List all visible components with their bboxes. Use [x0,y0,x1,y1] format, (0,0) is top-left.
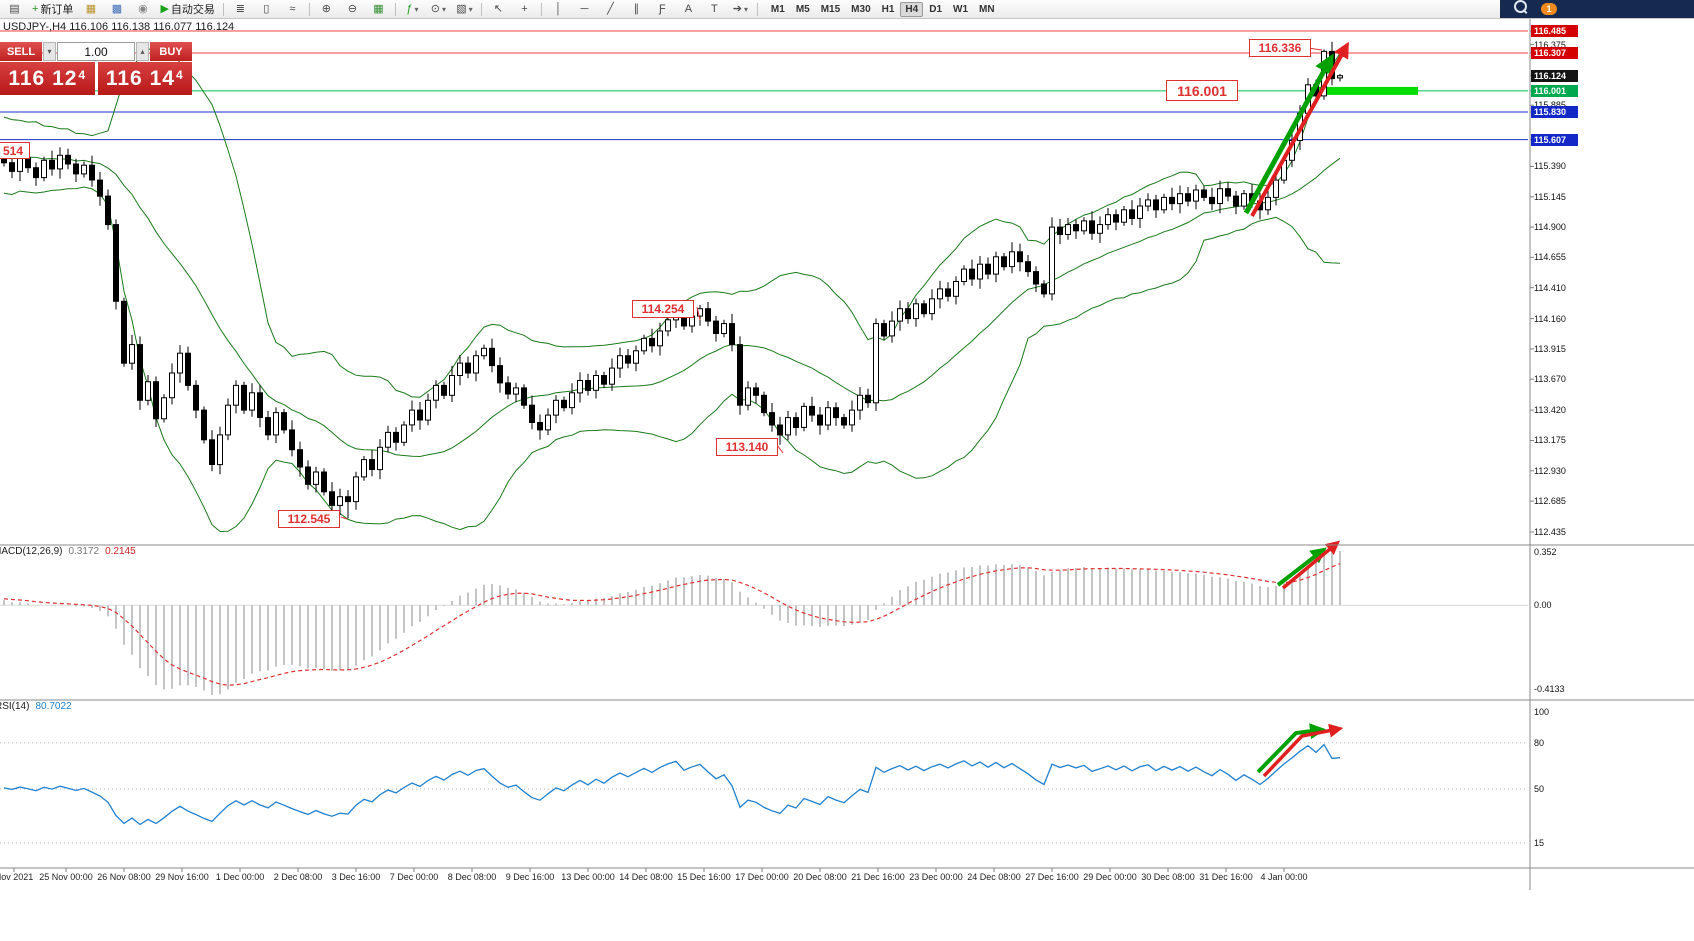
search-icon[interactable] [1514,0,1527,18]
toolbar-auto-trading-label: 自动交易 [170,4,215,16]
new-chart-icon: ▤ [9,2,20,15]
toolbar-arrows-tool-button[interactable]: ➔ ▾ [728,0,753,18]
bid-price[interactable]: 116 12 4 [0,62,95,95]
timeframe-mn-button[interactable]: MN [979,3,995,15]
chart-candles-mode-icon: ▯ [263,2,270,15]
toolbar-tile-windows-button[interactable]: ▦ [366,0,391,18]
timeframe-m5-button[interactable]: M5 [795,3,810,15]
bid-main: 116 12 [8,66,78,90]
crosshair-icon: + [521,2,528,15]
buy-button[interactable]: BUY [150,42,192,61]
toolbar-chart-candles-mode-button[interactable]: ▯ [254,0,279,18]
toolbar-channel-button[interactable]: ∥ [624,0,649,18]
cursor-icon: ↖ [493,2,504,15]
toolbar-separator [480,2,482,16]
macd-indicator-label: MACD(12,26,9) 0.3172 0.2145 [0,546,136,557]
chart-line-mode-icon: ≈ [289,2,296,15]
timeframe-h1-button[interactable]: H1 [881,3,895,15]
zoom-out-icon: ⊖ [347,2,358,15]
toolbar-new-order-button[interactable]: + 新订单 [28,0,77,18]
templates-icon: ▧ [456,2,467,15]
toolbar-templates-button[interactable]: ▧ ▾ [452,0,477,18]
zoom-in-icon: ⊕ [321,2,332,15]
trendline-icon: ╱ [607,2,614,15]
chart-bars-mode-icon: ≣ [235,2,246,15]
toolbar-zoom-out-button[interactable]: ⊖ [340,0,365,18]
toolbar-separator [222,2,224,16]
toolbar-zoom-in-button[interactable]: ⊕ [314,0,339,18]
arrows-tool-icon: ➔ [732,2,742,15]
macd-name: MACD(12,26,9) [0,546,63,557]
ask-pip: 4 [175,67,184,82]
toolbar-crosshair-button[interactable]: + [512,0,537,18]
toolbar-trendline-button[interactable]: ╱ [598,0,623,18]
caret-down-icon: ▾ [442,4,447,14]
horizontal-line-icon: ─ [580,2,589,15]
toolbar-periods-button[interactable]: ⊙ ▾ [426,0,451,18]
toolbar-separator [540,2,542,16]
toolbar-chart-profiles-button[interactable]: ▦ [78,0,103,18]
toolbar-horizontal-line-button[interactable]: ─ [572,0,597,18]
toolbar-chart-line-mode-button[interactable]: ≈ [280,0,305,18]
navigator-icon: ▩ [111,2,123,15]
ask-main: 116 14 [105,66,175,90]
toolbar-sound-alerts-button[interactable]: ◉ [130,0,155,18]
sound-alerts-icon: ◉ [138,2,148,15]
auto-trading-icon: ▶ [160,2,169,15]
indicators-add-icon: ƒ [406,2,413,15]
text-label-icon: T [711,2,718,15]
sell-button[interactable]: SELL [0,42,42,61]
caret-down-icon: ▾ [468,4,473,14]
quote-line: USDJPY-,H4 116.106 116.138 116.077 116.1… [3,21,235,33]
rsi-name: RSI(14) [0,701,30,712]
timeframe-m15-button[interactable]: M15 [820,3,841,15]
one-click-trading-widget: SELL ▾ 1.00 ▴ BUY 116 12 4 116 14 4 [0,42,192,95]
periods-icon: ⊙ [430,2,440,15]
toolbar-new-chart-button[interactable]: ▤ [2,0,27,18]
toolbar-chart-bars-mode-button[interactable]: ≣ [228,0,253,18]
toolbar-navigator-button[interactable]: ▩ [104,0,129,18]
toolbar-new-order-label: 新订单 [40,4,74,16]
volume-decrease-button[interactable]: ▾ [43,42,56,61]
new-order-icon: + [32,2,39,15]
toolbar-cursor-button[interactable]: ↖ [486,0,511,18]
toolbar-separator [394,2,396,16]
timeframe-group: M1 M5 M15 M30 H1 H4 D1 W1 MN [766,1,1000,17]
ask-price[interactable]: 116 14 4 [97,62,192,95]
notifications-badge[interactable]: 1 [1541,3,1557,15]
volume-increase-button[interactable]: ▴ [136,42,149,61]
timeframe-w1-button[interactable]: W1 [953,3,969,15]
macd-main-value: 0.3172 [68,546,100,557]
toolbar-separator [308,2,310,16]
rsi-value: 80.7022 [35,701,72,712]
text-icon: A [684,2,693,15]
volume-input[interactable]: 1.00 [57,42,135,61]
fibonacci-icon: Ƒ [659,2,666,15]
caret-down-icon: ▾ [744,4,749,14]
toolbar-vertical-line-button[interactable]: │ [546,0,571,18]
tile-windows-icon: ▦ [373,2,384,15]
toolbar-text-button[interactable]: A [676,0,701,18]
rsi-indicator-label: RSI(14) 80.7022 [0,701,72,712]
bid-pip: 4 [78,67,87,82]
chart-profiles-icon: ▦ [85,2,97,15]
toolbar-indicators-add-button[interactable]: ƒ ▾ [400,0,425,18]
vertical-line-icon: │ [554,2,562,15]
titlebar-right-area: 1 [1500,0,1694,18]
timeframe-h4-button[interactable]: H4 [900,1,924,17]
timeframe-m30-button[interactable]: M30 [851,3,871,15]
toolbar-fibonacci-button[interactable]: Ƒ [650,0,675,18]
macd-signal-value: 0.2145 [105,546,136,557]
toolbar-auto-trading-button[interactable]: ▶ 自动交易 [156,0,218,18]
timeframe-m1-button[interactable]: M1 [770,3,785,15]
toolbar-separator [756,2,758,16]
channel-icon: ∥ [633,2,640,15]
timeframe-d1-button[interactable]: D1 [929,3,943,15]
caret-down-icon: ▾ [414,4,419,14]
toolbar: ▤ + 新订单 ▦ ▩ ◉ ▶ 自动交易 ≣ ▯ ≈ ⊕ ⊖ ▦ ƒ ▾ ⊙ ▾ ▧ ▾ ↖ + │ ─ ╱ ∥ Ƒ A T ➔ ▾ M1 M5… [0,0,1694,19]
toolbar-text-label-button[interactable]: T [702,0,727,18]
